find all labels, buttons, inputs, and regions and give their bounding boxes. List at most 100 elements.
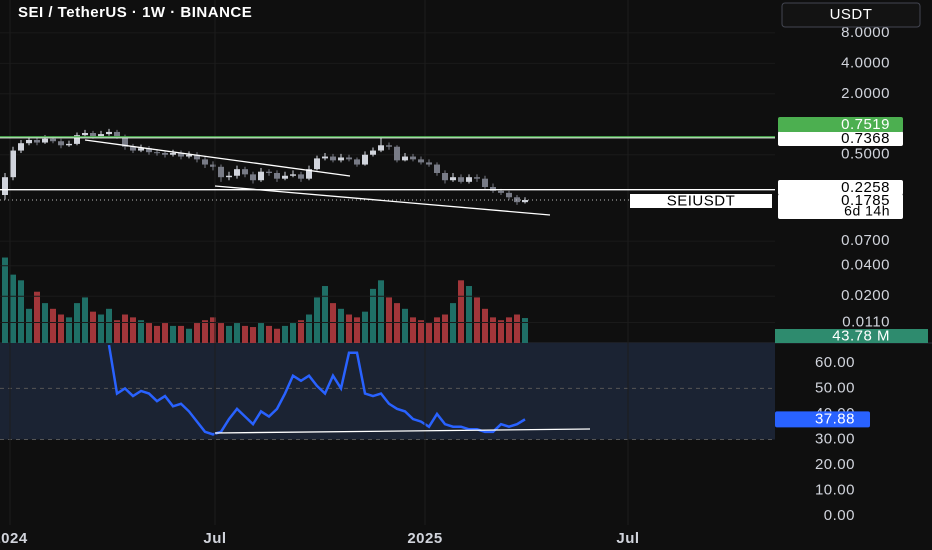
volume-bar bbox=[250, 327, 256, 343]
candle-body bbox=[98, 134, 104, 137]
candle-body bbox=[66, 143, 72, 146]
candle-body bbox=[474, 177, 480, 179]
candle-body bbox=[210, 164, 216, 167]
candle-body bbox=[394, 146, 400, 161]
volume-bar bbox=[26, 308, 32, 343]
y-tick-label: 0.0400 bbox=[841, 257, 890, 274]
candle-body bbox=[498, 190, 504, 193]
volume-bar bbox=[106, 308, 112, 343]
volume-bar bbox=[322, 286, 328, 343]
volume-bar bbox=[354, 317, 360, 343]
price-tag-label: 0.7519 bbox=[841, 116, 890, 133]
volume-bar bbox=[114, 320, 120, 343]
candle-body bbox=[90, 132, 96, 137]
volume-bar bbox=[90, 311, 96, 343]
candle-body bbox=[114, 131, 120, 137]
candle-body bbox=[26, 139, 32, 144]
price-tag bbox=[778, 180, 903, 195]
volume-bar bbox=[522, 318, 528, 343]
x-tick-label: Jul bbox=[203, 530, 226, 547]
volume-bar bbox=[394, 303, 400, 343]
volume-bar bbox=[314, 297, 320, 343]
y-tick-label: 0.0700 bbox=[841, 232, 890, 249]
rsi-trendline bbox=[214, 428, 591, 434]
volume-bar bbox=[242, 325, 248, 343]
candle-body bbox=[314, 158, 320, 170]
candle-body bbox=[138, 148, 144, 151]
candle-body bbox=[346, 157, 352, 160]
candle-body bbox=[186, 154, 192, 157]
volume-bar bbox=[298, 320, 304, 343]
candle-body bbox=[18, 143, 24, 151]
candle-body bbox=[170, 153, 176, 155]
candle-body bbox=[50, 138, 56, 142]
volume-bar bbox=[490, 317, 496, 343]
currency-button[interactable] bbox=[781, 2, 921, 28]
candle-body bbox=[178, 153, 184, 157]
candle-body bbox=[122, 136, 128, 147]
candle-body bbox=[490, 187, 496, 191]
volume-bar bbox=[330, 303, 336, 343]
countdown-label: 6d 14h bbox=[844, 203, 890, 219]
candle-body bbox=[434, 164, 440, 174]
symbol-tag bbox=[630, 194, 772, 208]
candle-body bbox=[442, 173, 448, 181]
volume-bar bbox=[210, 317, 216, 343]
volume-bar bbox=[82, 297, 88, 343]
volume-bar bbox=[66, 317, 72, 343]
candle-body bbox=[258, 171, 264, 181]
y-tick-label: 0.00 bbox=[824, 507, 855, 524]
price-tag-label: 0.7368 bbox=[841, 130, 890, 147]
x-tick-label: 2025 bbox=[407, 530, 442, 547]
y-tick-label: 10.00 bbox=[815, 481, 855, 498]
rsi-tag bbox=[775, 411, 870, 428]
price-tag-label: 0.2258 bbox=[841, 179, 890, 196]
candle-body bbox=[322, 156, 328, 159]
volume-bar bbox=[442, 314, 448, 343]
candle-body bbox=[154, 152, 160, 154]
candle-body bbox=[42, 138, 48, 143]
volume-bar bbox=[434, 317, 440, 343]
candle-body bbox=[522, 200, 528, 203]
y-tick-label: 60.00 bbox=[815, 354, 855, 371]
currency-label[interactable]: USDT bbox=[830, 6, 873, 23]
volume-bar bbox=[18, 280, 24, 343]
volume-bar bbox=[378, 280, 384, 343]
candle-body bbox=[202, 159, 208, 165]
volume-bar bbox=[482, 308, 488, 343]
y-tick-label: 0.0200 bbox=[841, 287, 890, 304]
candle-body bbox=[146, 148, 152, 153]
volume-bar bbox=[498, 320, 504, 343]
candle-body bbox=[506, 192, 512, 198]
candle-body bbox=[266, 171, 272, 174]
candle-body bbox=[82, 132, 88, 136]
candle-body bbox=[402, 156, 408, 161]
y-tick-label: 50.00 bbox=[815, 379, 855, 396]
volume-bar bbox=[122, 314, 128, 343]
candle-body bbox=[370, 150, 376, 155]
candle-body bbox=[218, 166, 224, 178]
candle-body bbox=[34, 139, 40, 143]
rsi-line bbox=[107, 344, 526, 436]
trendline bbox=[214, 185, 551, 216]
candle-body bbox=[482, 178, 488, 188]
y-tick-label: 8.0000 bbox=[841, 24, 890, 41]
volume-bar bbox=[218, 323, 224, 343]
y-tick-label: 0.0110 bbox=[842, 313, 890, 330]
candle-body bbox=[194, 154, 200, 160]
candle-body bbox=[242, 169, 248, 175]
volume-bar bbox=[2, 257, 8, 343]
candle-body bbox=[338, 157, 344, 161]
volume-bar bbox=[10, 274, 16, 343]
candle-body bbox=[378, 145, 384, 151]
volume-bar bbox=[234, 323, 240, 343]
trendline bbox=[84, 139, 351, 177]
candle-body bbox=[458, 177, 464, 182]
volume-bar bbox=[226, 325, 232, 343]
candle-body bbox=[130, 146, 136, 151]
volume-bar bbox=[282, 325, 288, 343]
volume-bar bbox=[346, 314, 352, 343]
volume-bar bbox=[426, 323, 432, 343]
symbol-label: SEIUSDT bbox=[667, 192, 736, 209]
